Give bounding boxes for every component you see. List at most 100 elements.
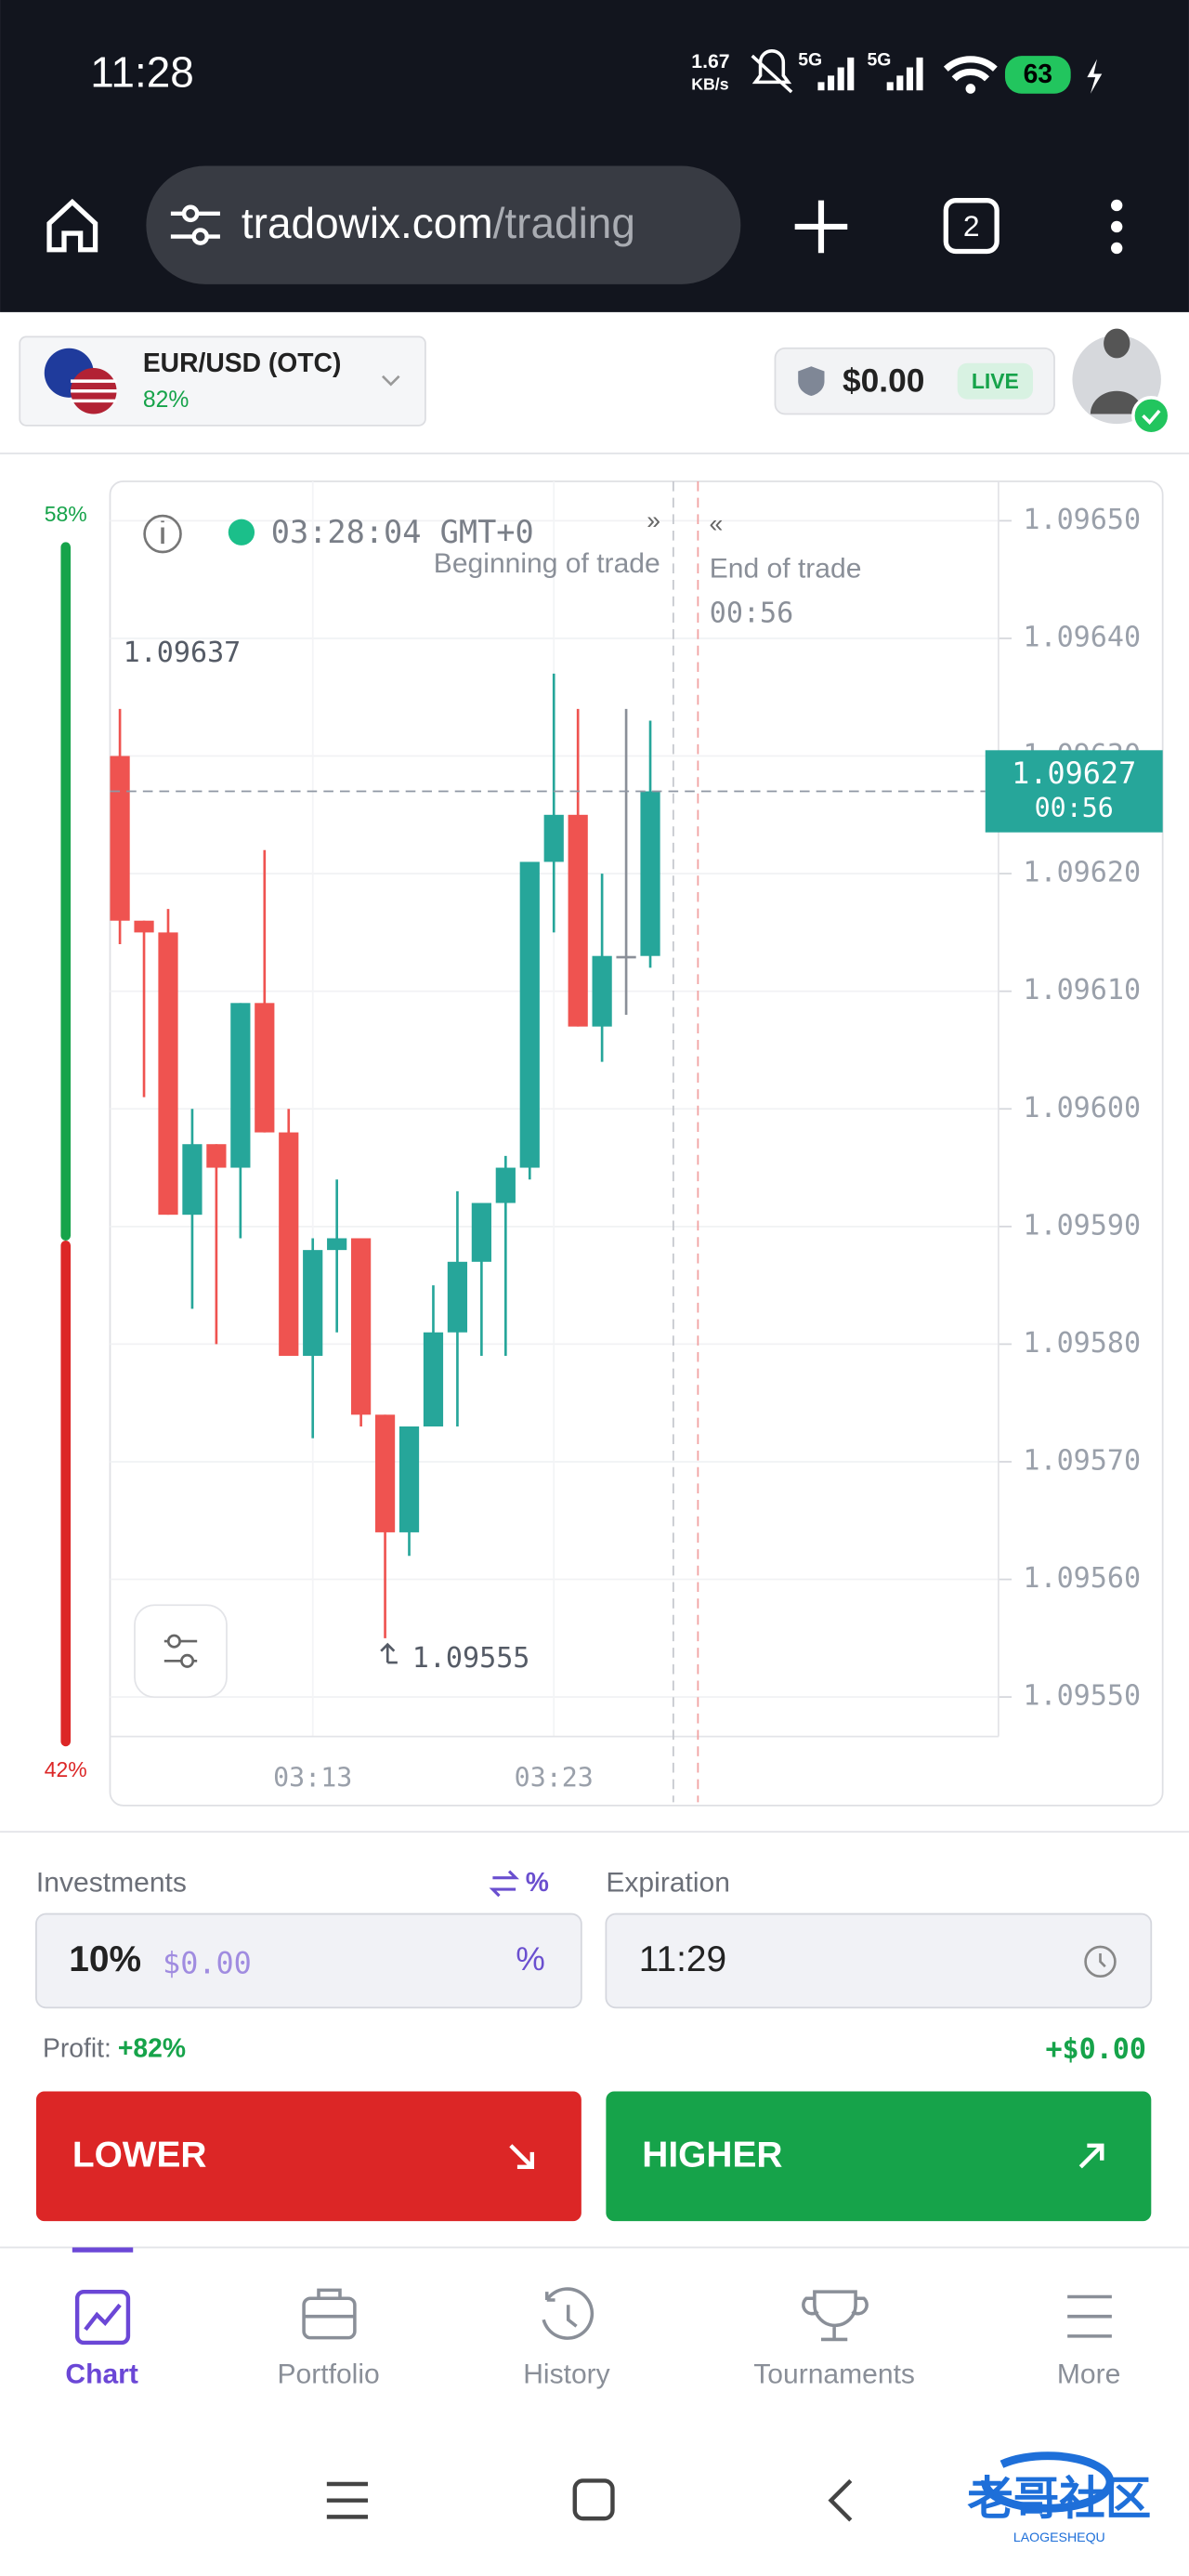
back-button[interactable] <box>828 2478 853 2522</box>
investment-value: $0.00 <box>163 1945 252 1980</box>
low-arrow <box>380 1642 398 1664</box>
battery-level: 63 <box>1024 59 1052 88</box>
candle-body <box>351 1238 372 1415</box>
nav-label[interactable]: Portfolio <box>277 2359 379 2389</box>
chart-settings-button[interactable] <box>134 1604 228 1699</box>
wifi-icon <box>965 84 976 94</box>
investment-input[interactable] <box>35 1912 582 2009</box>
candle-body <box>616 955 636 959</box>
portfolio-icon <box>304 2288 355 2319</box>
site-settings-icon <box>191 228 209 245</box>
end-marker: « <box>709 510 723 538</box>
lower-label: LOWER <box>72 2135 207 2175</box>
live-badge <box>957 362 1034 400</box>
verified-badge <box>1142 409 1161 425</box>
balance: $0.00 <box>843 362 924 399</box>
y-tick-label: 1.09560 <box>1023 1562 1141 1595</box>
home-gesture-button[interactable] <box>572 2478 615 2521</box>
candle-body <box>327 1238 347 1251</box>
more-icon <box>1067 2294 1112 2338</box>
pair-name: EUR/USD (OTC) <box>143 348 342 377</box>
candle-body <box>568 814 588 1027</box>
watermark-logo <box>981 2451 1115 2513</box>
status-time: 11:28 <box>90 47 194 96</box>
begin-label: Beginning of trade <box>434 548 660 579</box>
candle-body <box>206 1144 227 1168</box>
charging-icon <box>1087 59 1103 94</box>
price-tag-value: 1.09627 <box>1012 756 1136 791</box>
low-label: 1.09555 <box>412 1642 530 1675</box>
y-tick-label: 1.09570 <box>1023 1444 1141 1477</box>
tabs-button[interactable] <box>943 198 1000 255</box>
expiration-time: 11:29 <box>639 1939 726 1979</box>
home-button[interactable] <box>46 198 98 253</box>
server-clock: 03:28:04 GMT+0 <box>271 514 534 550</box>
nav-label[interactable]: History <box>523 2359 610 2389</box>
chart-panel <box>109 480 1164 1807</box>
higher-button[interactable] <box>606 2091 1152 2222</box>
candle-body <box>182 1144 203 1216</box>
chart-icon <box>74 2289 131 2346</box>
candle-body <box>374 1414 396 1532</box>
candle-body <box>230 1003 251 1168</box>
higher-label: HIGHER <box>642 2135 782 2175</box>
recents-button[interactable] <box>326 2481 369 2519</box>
y-tick-label: 1.09620 <box>1023 857 1141 889</box>
profit-label: Profit: <box>43 2033 111 2063</box>
wifi-icon <box>943 56 998 82</box>
sentiment-up-label: 58% <box>45 502 87 526</box>
profit: Profit: +82% <box>43 2033 186 2063</box>
tab-count: 2 <box>963 209 980 243</box>
candle-body <box>447 1261 468 1333</box>
url: tradowix.com/trading <box>242 199 635 247</box>
active-tab-indicator <box>72 2247 134 2253</box>
y-tick-label: 1.09600 <box>1023 1092 1141 1124</box>
y-tick-label: 1.09550 <box>1023 1680 1141 1713</box>
down-arrow <box>509 2144 535 2170</box>
expiration-input[interactable] <box>605 1912 1153 2009</box>
info-button[interactable] <box>143 514 182 554</box>
up-arrow <box>1078 2143 1104 2169</box>
net-speed: 1.67 <box>691 51 729 72</box>
investment-amount: 10% <box>69 1939 141 1979</box>
candle-body <box>279 1132 299 1357</box>
y-tick-label: 1.09590 <box>1023 1209 1141 1242</box>
new-tab-button[interactable] <box>794 200 848 254</box>
watermark-sub: LAOGESHEQU <box>1013 2530 1105 2544</box>
site-settings-icon <box>170 211 220 239</box>
sentiment-up-bar <box>60 542 72 1241</box>
swap-icon[interactable] <box>489 1870 519 1898</box>
url-domain: tradowix.com <box>242 199 493 247</box>
lower-button[interactable] <box>35 2091 581 2222</box>
pair-selector[interactable] <box>19 335 426 427</box>
nav-label[interactable]: Tournaments <box>753 2359 915 2389</box>
candle-body <box>471 1203 491 1262</box>
pair-payout: 82% <box>143 388 189 413</box>
tournaments-icon <box>802 2290 869 2342</box>
y-tick-label: 1.09580 <box>1023 1327 1141 1360</box>
percent-toggle[interactable]: % <box>526 1867 549 1897</box>
us-flag <box>71 379 117 403</box>
y-tick-label: 1.09610 <box>1023 974 1141 1006</box>
time-left: 00:56 <box>710 598 793 630</box>
nav-label[interactable]: Chart <box>65 2359 137 2389</box>
nav-label[interactable]: More <box>1057 2359 1120 2389</box>
investment-unit: % <box>516 1941 544 1978</box>
live-label: LIVE <box>972 369 1019 393</box>
url-bar[interactable] <box>146 165 741 284</box>
candle-body <box>495 1167 516 1203</box>
chart-settings-icon <box>180 1653 195 1668</box>
net-speed-unit: KB/s <box>691 75 728 94</box>
battery-icon <box>1004 56 1071 94</box>
menu-button[interactable] <box>1110 199 1123 255</box>
candle-body <box>592 955 612 1027</box>
sentiment-down-bar <box>60 1240 72 1747</box>
signal-icon <box>817 57 855 91</box>
bell-muted-icon <box>751 49 793 94</box>
high-label: 1.09637 <box>124 637 242 669</box>
price-tag-timer: 00:56 <box>1035 793 1114 823</box>
candle-body <box>423 1332 444 1427</box>
price-tag <box>985 750 1163 833</box>
candle-body <box>303 1250 323 1357</box>
candle-body <box>158 932 178 1216</box>
